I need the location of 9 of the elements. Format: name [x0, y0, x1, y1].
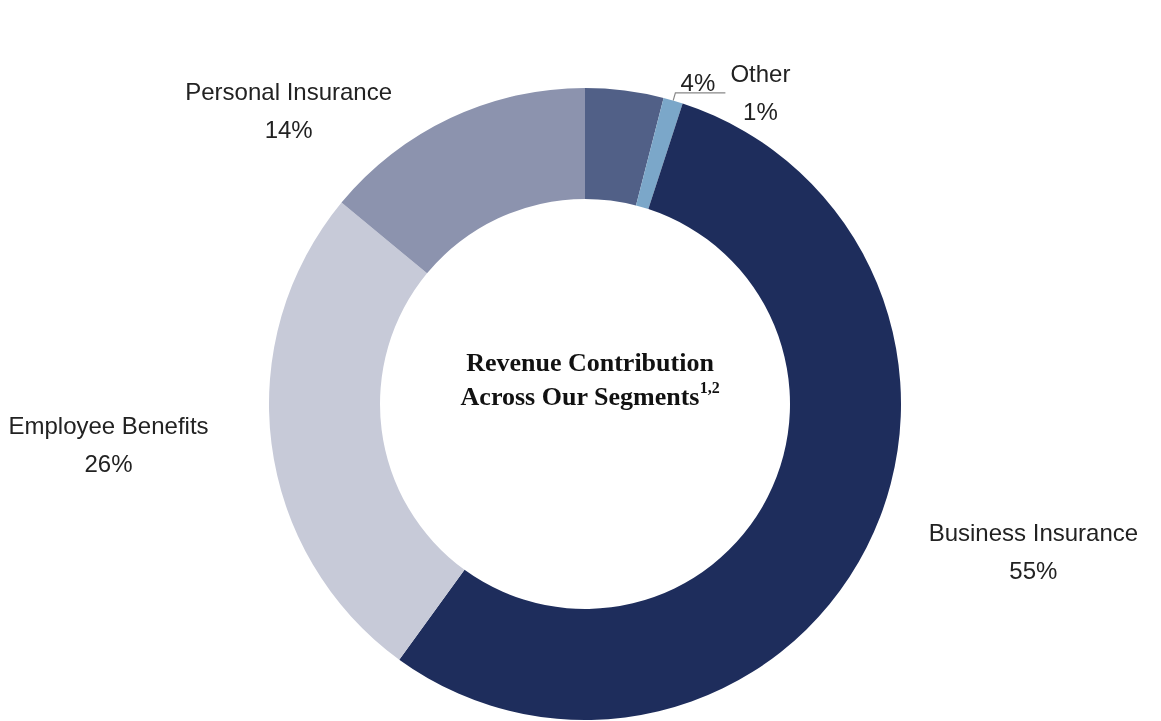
- slice-label: Employee Benefits: [8, 412, 209, 440]
- data-label: 14%: [264, 116, 313, 144]
- data-label: 55%: [1009, 556, 1058, 584]
- data-label: 26%: [84, 450, 133, 478]
- slice-label: Business Insurance: [928, 518, 1139, 546]
- data-label: 4%: [680, 69, 716, 97]
- data-label: 1%: [743, 98, 778, 126]
- slice-label: Personal Insurance: [185, 78, 393, 106]
- slice-label: Other: [730, 60, 791, 88]
